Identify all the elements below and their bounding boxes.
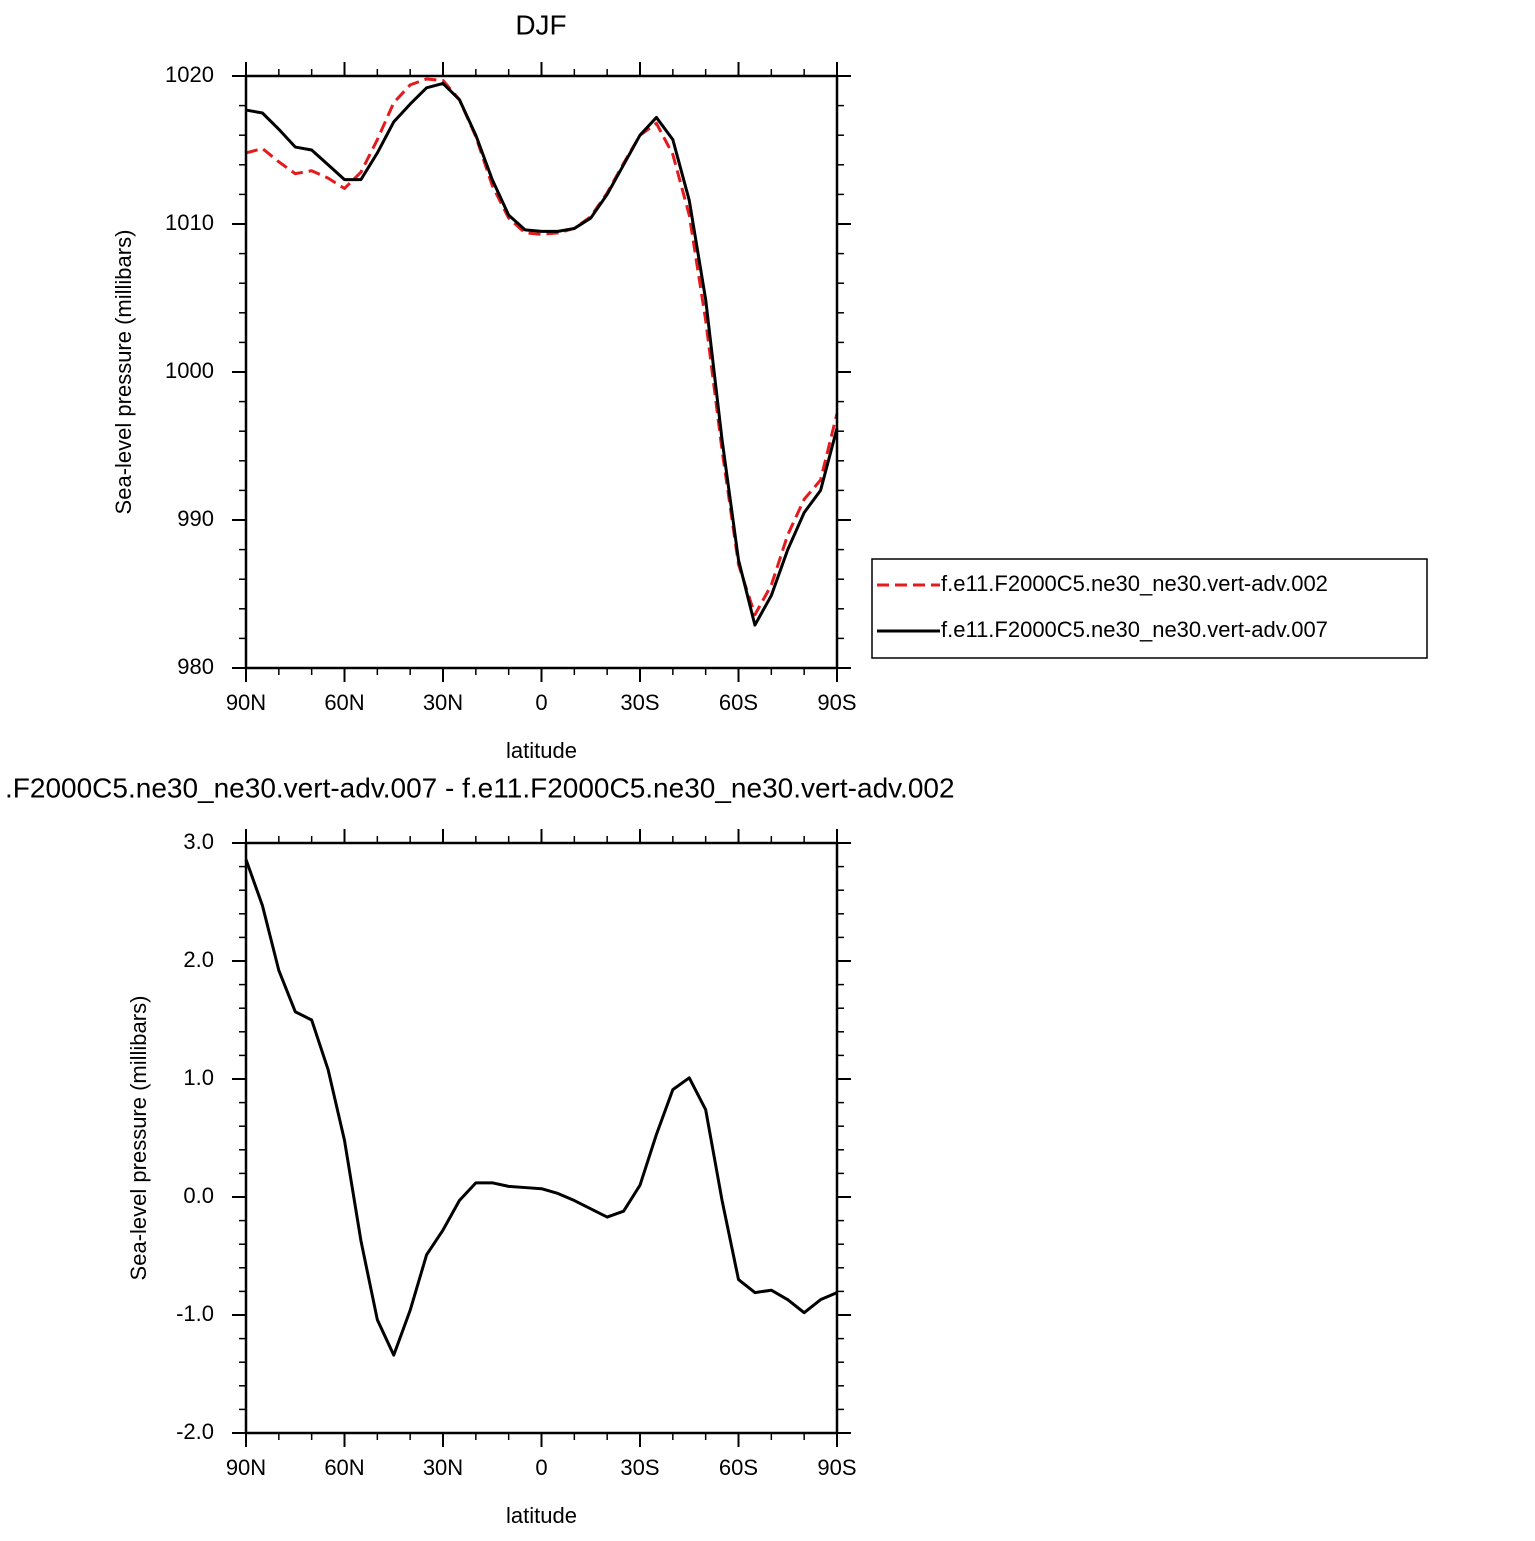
y-tick-label: 1010 (165, 210, 214, 235)
y-tick-label: 2.0 (183, 947, 214, 972)
x-tick-label: 60S (719, 1455, 758, 1480)
x-tick-label: 90N (226, 690, 266, 715)
x-tick-label: 90S (817, 690, 856, 715)
legend-label: f.e11.F2000C5.ne30_ne30.vert-adv.002 (941, 571, 1328, 596)
y-tick-label: -1.0 (176, 1301, 214, 1326)
chart-title: DJF (515, 9, 566, 40)
x-tick-label: 30N (423, 690, 463, 715)
x-tick-label: 60N (324, 690, 364, 715)
x-tick-label: 30S (620, 1455, 659, 1480)
y-axis-label: Sea-level pressure (millibars) (111, 230, 136, 515)
y-axis-label: Sea-level pressure (millibars) (126, 996, 151, 1281)
data-line (244, 859, 838, 1357)
y-tick-label: 1000 (165, 358, 214, 383)
x-tick-label: 0 (535, 1455, 547, 1480)
legend-label: f.e11.F2000C5.ne30_ne30.vert-adv.007 (941, 617, 1328, 642)
data-line (245, 77, 839, 617)
x-tick-label: 30N (423, 1455, 463, 1480)
x-tick-label: 90N (226, 1455, 266, 1480)
data-line (245, 81, 839, 627)
plot-frame (244, 841, 839, 1435)
x-tick-label: 90S (817, 1455, 856, 1480)
legend-box (871, 558, 1428, 659)
y-tick-label: 1.0 (183, 1065, 214, 1090)
plot-frame (244, 74, 839, 670)
x-axis-label: latitude (506, 1503, 577, 1528)
x-tick-label: 60S (719, 690, 758, 715)
y-tick-label: 990 (177, 506, 214, 531)
x-axis-label: latitude (506, 738, 577, 763)
y-tick-label: 0.0 (183, 1183, 214, 1208)
y-tick-label: 1020 (165, 62, 214, 87)
chart-title: .F2000C5.ne30_ne30.vert-adv.007 - f.e11.… (5, 772, 955, 803)
x-tick-label: 30S (620, 690, 659, 715)
x-tick-label: 60N (324, 1455, 364, 1480)
y-tick-label: 3.0 (183, 829, 214, 854)
y-tick-label: -2.0 (176, 1419, 214, 1444)
y-tick-label: 980 (177, 654, 214, 679)
x-tick-label: 0 (535, 690, 547, 715)
